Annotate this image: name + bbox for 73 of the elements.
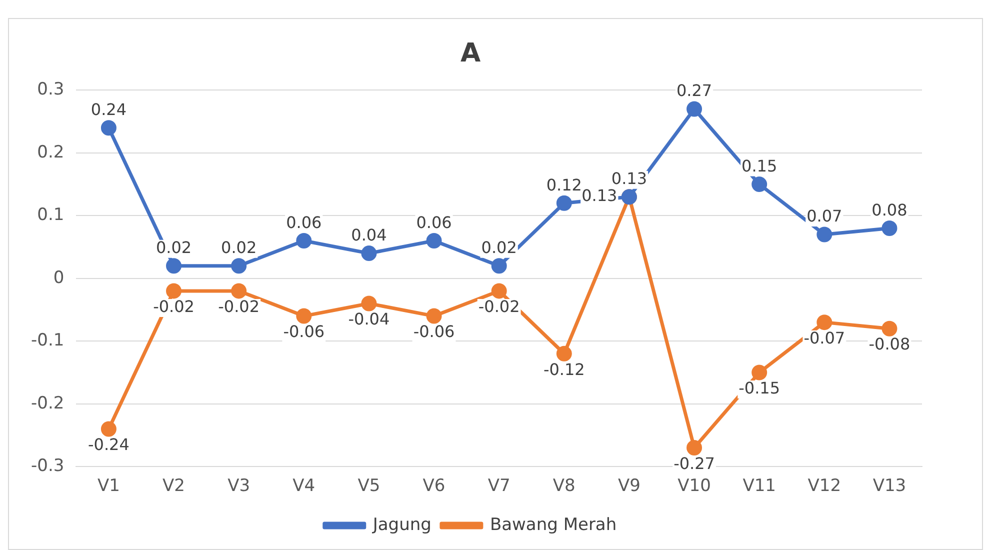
point: [166, 283, 182, 299]
point: [556, 346, 572, 362]
x-tick-label: V5: [358, 476, 380, 496]
data-label: 0.06: [416, 212, 452, 232]
x-tick-label: V13: [872, 476, 906, 496]
point: [166, 258, 182, 274]
data-label: 0.02: [156, 238, 192, 258]
data-label: -0.12: [543, 360, 585, 379]
data-label: -0.02: [153, 297, 194, 316]
data-label: 0.15: [742, 156, 778, 176]
point: [296, 233, 312, 249]
data-label: -0.07: [804, 328, 846, 348]
point: [231, 258, 247, 274]
y-tick-label: 0.3: [37, 80, 64, 100]
x-tick-label: V3: [228, 476, 250, 496]
data-label: 0.12: [546, 175, 582, 194]
point: [882, 220, 898, 236]
x-tick-label: V8: [552, 476, 576, 496]
data-label: -0.15: [738, 378, 780, 398]
data-label: -0.08: [868, 334, 910, 354]
legend-label: Bawang Merah: [490, 514, 617, 535]
point: [882, 320, 898, 336]
point: [426, 233, 442, 249]
x-tick-label: V4: [292, 476, 316, 496]
data-label: -0.24: [88, 435, 130, 454]
point: [686, 440, 702, 456]
data-label: -0.02: [478, 297, 520, 316]
data-label: 0.07: [806, 206, 842, 226]
data-label: 0.13: [611, 169, 648, 188]
point: [556, 195, 572, 211]
data-label: 0.04: [351, 225, 387, 244]
y-tick-label: -0.1: [31, 330, 64, 351]
data-label: 0.13: [582, 186, 618, 206]
x-tick-label: V9: [618, 476, 640, 496]
data-label: -0.04: [348, 310, 390, 329]
point: [491, 283, 507, 299]
data-label: 0.08: [872, 200, 908, 220]
x-tick-label: V10: [678, 476, 711, 496]
point: [491, 258, 507, 274]
data-label: -0.06: [413, 322, 455, 342]
y-tick-label: 0.2: [37, 142, 64, 162]
y-tick-label: 0.1: [37, 205, 64, 226]
point: [752, 176, 768, 192]
x-tick-label: V12: [808, 476, 842, 496]
point: [426, 308, 442, 324]
point: [816, 314, 832, 330]
data-label: 0.27: [676, 81, 712, 100]
x-tick-label: V2: [162, 476, 185, 496]
y-tick-label: -0.3: [31, 456, 64, 476]
data-label: 0.02: [221, 238, 257, 258]
point: [361, 296, 377, 312]
data-label: -0.02: [218, 297, 260, 316]
point: [752, 364, 768, 380]
point: [296, 308, 312, 324]
legend-label: Jagung: [372, 514, 432, 535]
x-tick-label: V6: [422, 476, 446, 496]
point: [231, 283, 247, 299]
point: [100, 421, 116, 437]
point: [816, 226, 832, 242]
data-label: 0.24: [90, 100, 127, 119]
chart-title: A: [460, 38, 481, 68]
data-label: -0.06: [283, 322, 325, 342]
point: [100, 120, 116, 136]
point: [686, 101, 702, 117]
x-tick-label: V11: [742, 476, 776, 496]
x-tick-label: V1: [97, 476, 120, 496]
data-label: -0.27: [674, 454, 715, 473]
x-tick-label: V7: [488, 476, 510, 496]
data-label: 0.02: [481, 238, 517, 258]
point: [361, 246, 377, 262]
y-tick-label: -0.2: [31, 393, 64, 414]
y-tick-label: 0: [53, 268, 64, 288]
data-label: 0.06: [286, 212, 322, 232]
